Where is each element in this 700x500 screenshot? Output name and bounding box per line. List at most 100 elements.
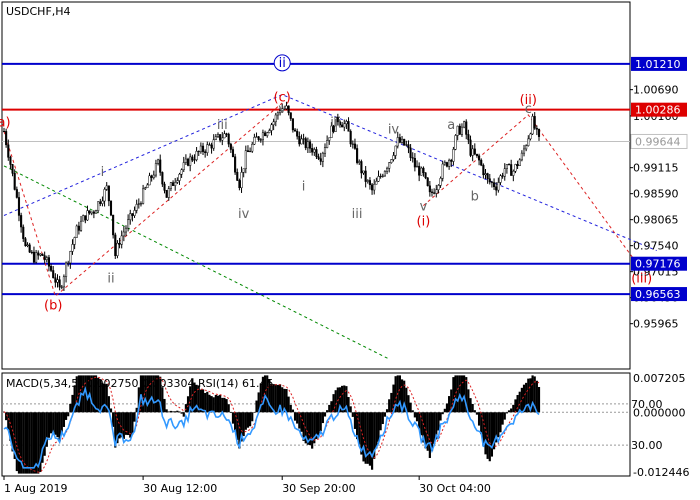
macd-histogram-bar	[488, 412, 491, 462]
macd-histogram-bar	[255, 400, 258, 413]
macd-histogram-bar	[43, 412, 46, 456]
candle-body	[437, 185, 440, 190]
candle-body	[332, 125, 335, 132]
candle-body	[338, 121, 342, 126]
candle-body	[129, 213, 132, 221]
candle-body	[531, 116, 534, 135]
candle-body	[67, 262, 70, 264]
candle-body	[345, 121, 348, 125]
candle-body	[47, 257, 50, 267]
candle-body	[261, 132, 264, 141]
candle-body	[452, 149, 455, 162]
macd-histogram-bar	[244, 412, 247, 430]
candle-body	[304, 138, 307, 149]
macd-histogram-bar	[424, 412, 427, 449]
candle-body	[174, 182, 177, 186]
macd-histogram-bar	[52, 412, 55, 433]
candle-body	[184, 158, 187, 163]
candle-body	[383, 170, 386, 177]
candle-body	[362, 170, 365, 174]
macd-histogram-bar	[415, 412, 419, 422]
macd-histogram-bar	[473, 410, 476, 413]
candle-body	[486, 173, 489, 179]
macd-histogram-bar	[283, 388, 286, 413]
macd-histogram-bar	[332, 394, 335, 413]
macd-histogram-bar	[167, 411, 170, 413]
candle-body	[533, 116, 536, 129]
macd-histogram-bar	[45, 412, 48, 447]
candle-body	[422, 167, 425, 173]
candle-body	[180, 169, 183, 175]
candle-body	[493, 182, 496, 188]
macd-histogram-bar	[527, 378, 530, 413]
candle-body	[463, 121, 466, 128]
candle-body	[133, 210, 136, 216]
macd-histogram-bar	[201, 389, 205, 413]
wave-label-11: i	[302, 180, 306, 195]
candle-body	[347, 121, 350, 132]
macd-histogram-bar	[411, 410, 414, 413]
macd-tick-label-2: -0.012446	[633, 466, 689, 479]
candle-body	[353, 143, 357, 149]
macd-histogram-bar	[499, 412, 502, 433]
macd-histogram-bar	[495, 412, 498, 443]
macd-histogram-bar	[13, 412, 16, 459]
candle-body	[505, 164, 508, 169]
macd-histogram-bar	[456, 375, 459, 413]
macd-histogram-bar	[448, 396, 451, 413]
candle-body	[467, 134, 470, 141]
candle-body	[510, 164, 513, 176]
candle-body	[157, 159, 160, 164]
candle-body	[516, 164, 519, 167]
macd-histogram-bar	[334, 390, 337, 413]
macd-histogram-bar	[5, 412, 8, 421]
candle-body	[482, 164, 485, 176]
candle-body	[105, 185, 108, 190]
candle-body	[400, 138, 404, 143]
candle-body	[326, 140, 329, 148]
macd-histogram-bar	[15, 412, 18, 472]
macd-histogram-bar	[182, 412, 185, 417]
candle-body	[84, 215, 87, 221]
macd-histogram-bar	[385, 409, 389, 413]
wave-label-9: c	[525, 102, 532, 117]
candle-body	[439, 178, 442, 186]
candle-body	[17, 197, 21, 216]
macd-histogram-bar	[146, 375, 149, 413]
macd-histogram-bar	[535, 380, 538, 413]
macd-histogram-bar	[84, 375, 87, 413]
candle-body	[287, 105, 290, 113]
macd-histogram-bar	[163, 398, 166, 413]
candle-body	[529, 133, 532, 140]
candle-body	[221, 137, 224, 141]
macd-histogram-bar	[274, 384, 277, 413]
candle-body	[490, 181, 493, 183]
macd-histogram-bar	[41, 412, 44, 463]
candle-body	[24, 238, 27, 247]
macd-histogram-bar	[289, 404, 292, 413]
macd-histogram-bar	[351, 412, 354, 417]
wave-label-17: ii	[107, 271, 114, 286]
candle-body	[148, 175, 151, 186]
y-tick-label-8: 0.95965	[633, 318, 679, 331]
candle-body	[236, 171, 239, 181]
wave-label-7: a	[447, 118, 455, 133]
candle-body	[291, 118, 294, 131]
current-price-tag-label: 0.99644	[635, 135, 681, 148]
wave-label-4: iii	[217, 118, 228, 133]
price-tag-box-0	[631, 56, 687, 71]
macd-histogram-bar	[144, 375, 147, 413]
macd-histogram-bar	[251, 412, 254, 422]
macd-histogram-bar	[375, 412, 378, 449]
macd-histogram-bar	[129, 412, 132, 438]
macd-histogram-bar	[127, 412, 130, 436]
price-tag-box-3	[631, 287, 687, 302]
macd-histogram-bar	[231, 412, 235, 424]
candle-body	[142, 188, 145, 204]
macd-histogram-bar	[184, 404, 187, 413]
macd-histogram-bar	[469, 398, 472, 413]
macd-histogram-bar	[437, 412, 440, 431]
macd-histogram-bar	[171, 411, 175, 413]
candle-body	[28, 244, 31, 253]
